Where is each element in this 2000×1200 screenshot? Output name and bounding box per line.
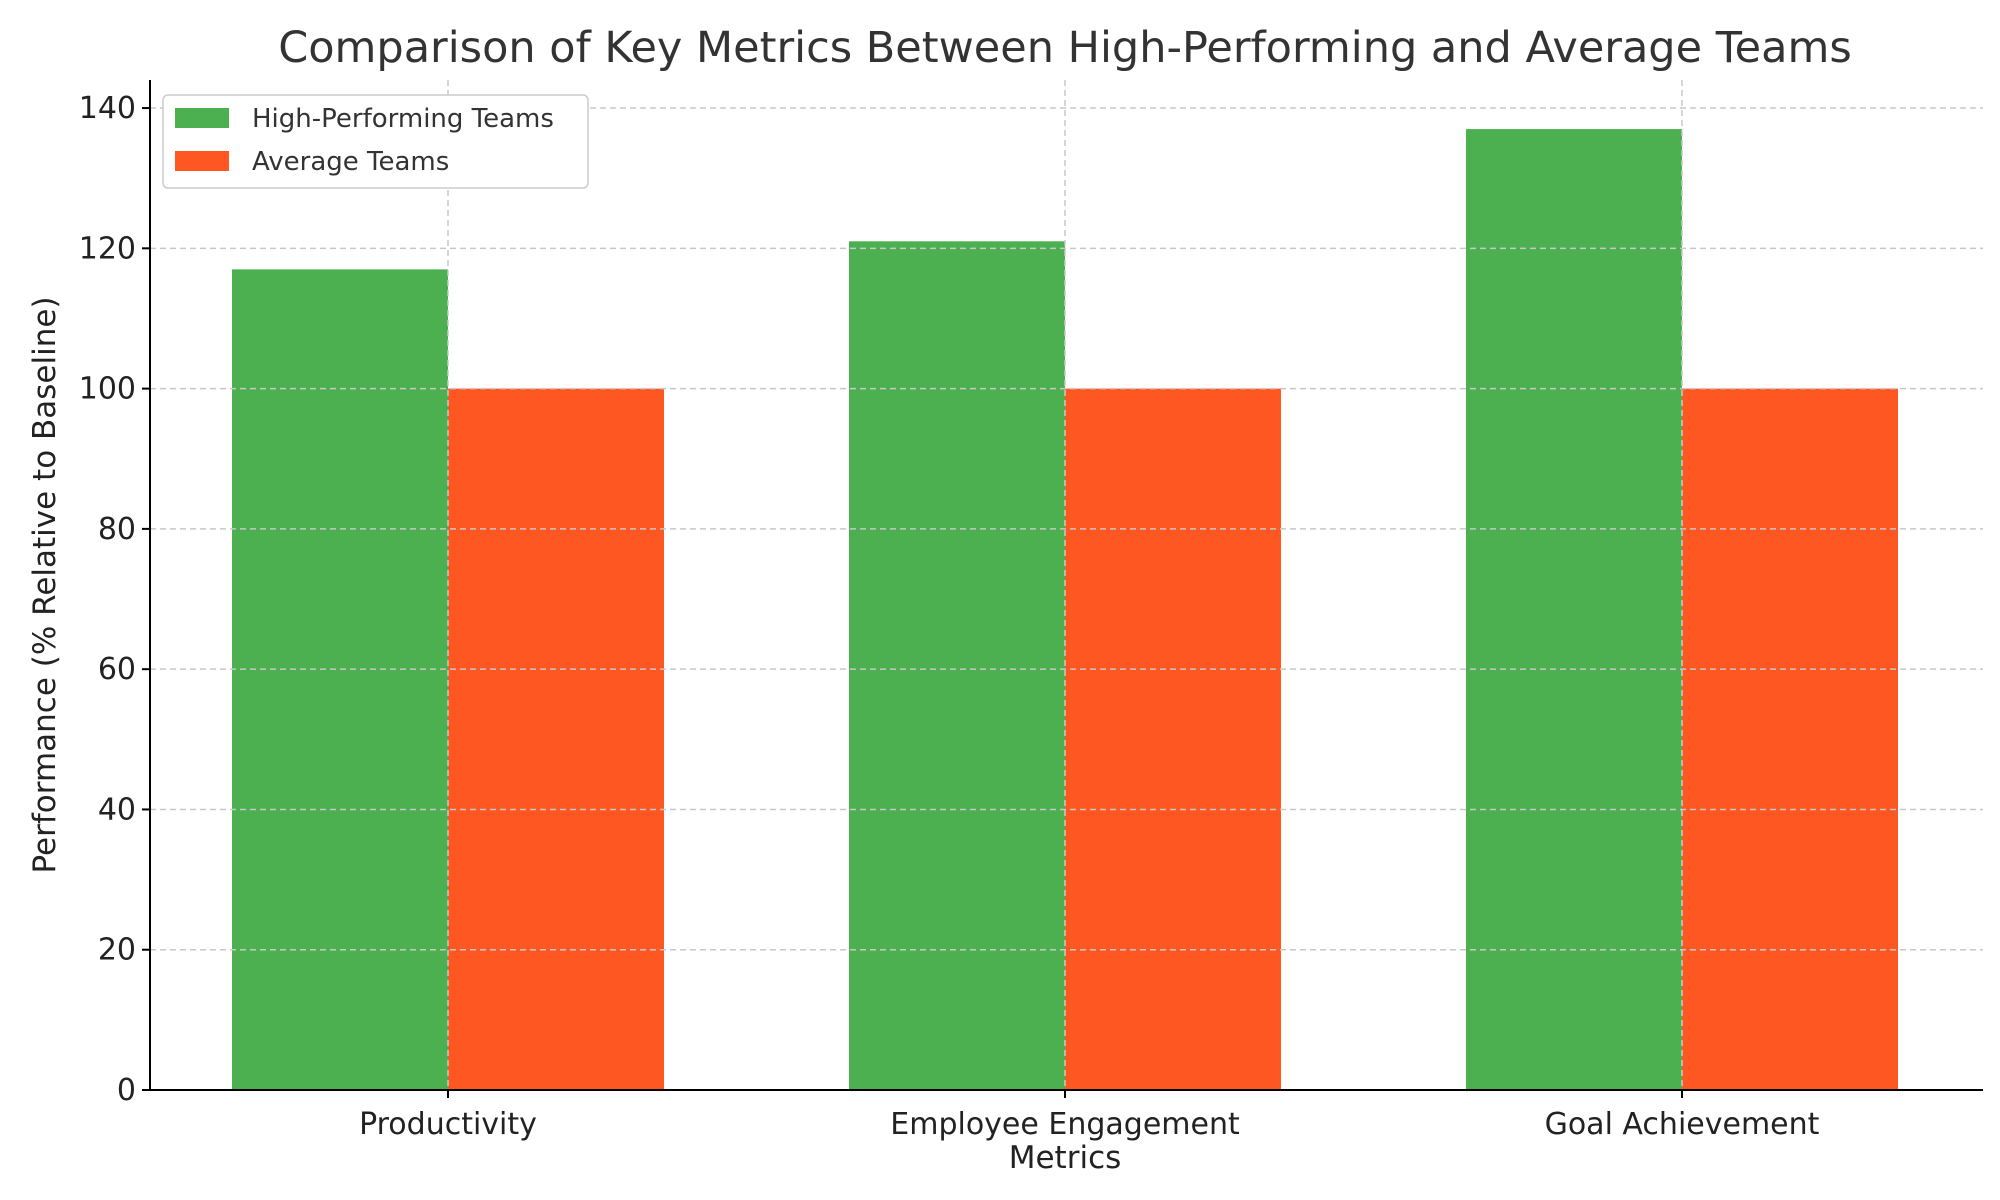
y-tick-label: 100 bbox=[79, 372, 136, 407]
y-ticks: 0 20 40 60 80 100 120 140 bbox=[79, 91, 150, 1108]
x-axis-label: Metrics bbox=[1009, 1140, 1122, 1176]
bar-high-performing-employee-engagement bbox=[849, 241, 1065, 1090]
legend: High-Performing Teams Average Teams bbox=[162, 94, 589, 189]
y-axis-label: Performance (% Relative to Baseline) bbox=[27, 296, 63, 873]
bar-high-performing-productivity bbox=[232, 269, 448, 1090]
y-tick-label: 40 bbox=[98, 792, 136, 827]
y-tick-label: 80 bbox=[98, 512, 136, 547]
legend-swatch-high-performing bbox=[175, 108, 229, 128]
y-tick-label: 60 bbox=[98, 652, 136, 687]
y-tick-label: 0 bbox=[117, 1073, 136, 1108]
bar-high-performing-goal-achievement bbox=[1466, 129, 1682, 1090]
legend-frame bbox=[162, 94, 589, 189]
x-ticks: Productivity Employee Engagement Goal Achi… bbox=[359, 1090, 1820, 1142]
chart-title: Comparison of Key Metrics Between High-P… bbox=[278, 23, 1852, 73]
legend-label-average: Average Teams bbox=[252, 147, 449, 177]
bar-average-productivity bbox=[448, 388, 664, 1091]
bar-average-employee-engagement bbox=[1065, 388, 1281, 1091]
y-tick-label: 20 bbox=[98, 933, 136, 968]
legend-label-high-performing: High-Performing Teams bbox=[252, 104, 554, 134]
y-tick-label: 140 bbox=[79, 91, 136, 126]
y-tick-label: 120 bbox=[79, 231, 136, 266]
legend-swatch-average bbox=[175, 151, 229, 171]
x-tick-label: Goal Achievement bbox=[1545, 1107, 1820, 1142]
x-tick-label: Employee Engagement bbox=[890, 1107, 1240, 1142]
bars bbox=[232, 129, 1898, 1091]
x-tick-label: Productivity bbox=[359, 1107, 537, 1142]
bar-average-goal-achievement bbox=[1682, 388, 1898, 1091]
